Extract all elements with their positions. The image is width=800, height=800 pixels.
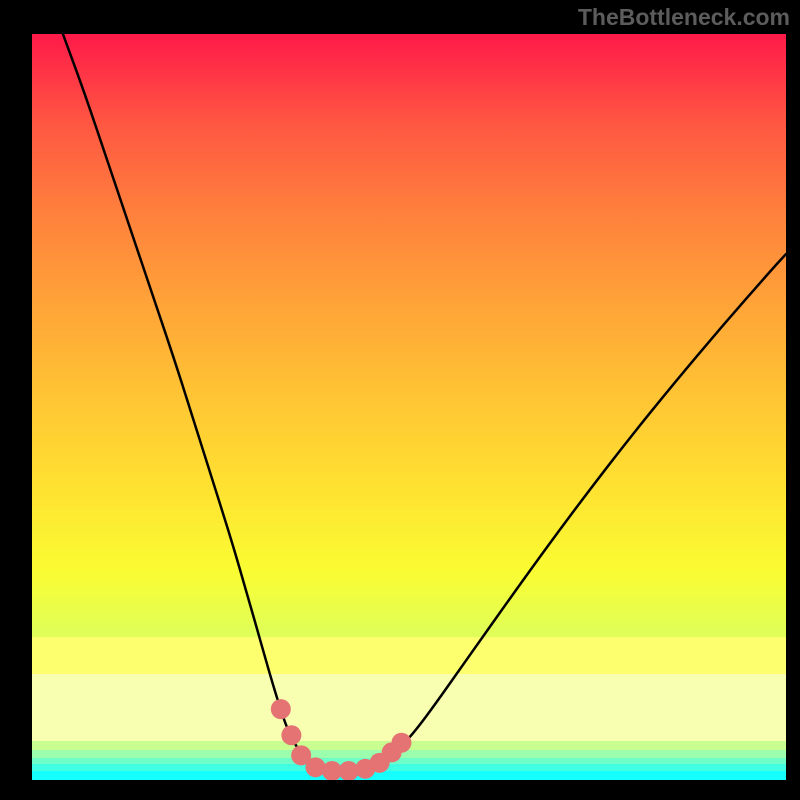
plot-svg — [32, 34, 786, 780]
plot-area — [32, 34, 786, 780]
curve-marker — [281, 725, 301, 745]
curve-marker — [306, 757, 326, 777]
curve-marker — [271, 699, 291, 719]
watermark-text: TheBottleneck.com — [578, 4, 790, 31]
bottleneck-curve — [63, 34, 786, 771]
curve-marker — [391, 733, 411, 753]
chart-frame: TheBottleneck.com — [0, 0, 800, 800]
